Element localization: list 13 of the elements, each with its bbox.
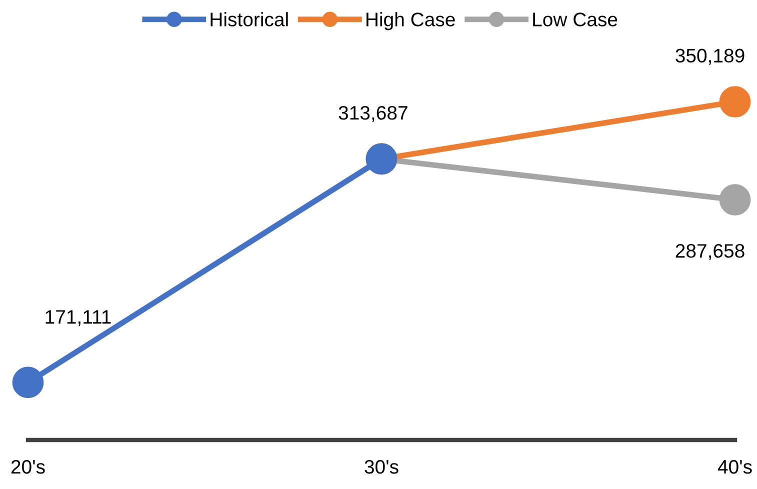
data-label: 287,658 <box>676 244 744 260</box>
point <box>12 366 44 398</box>
data-label: 313,687 <box>338 106 408 122</box>
point <box>719 184 751 216</box>
x-tick-label: 30's <box>364 460 398 474</box>
legend-label: High Case <box>366 12 455 30</box>
x-tick-label: 40's <box>718 460 752 474</box>
data-label: 171,111 <box>46 310 111 326</box>
legend-label: Historical <box>210 12 288 26</box>
data-label: 350,189 <box>676 48 744 65</box>
point <box>719 86 751 118</box>
x-tick-label: 20's <box>11 460 45 474</box>
legend-label: Low Case <box>533 12 618 26</box>
